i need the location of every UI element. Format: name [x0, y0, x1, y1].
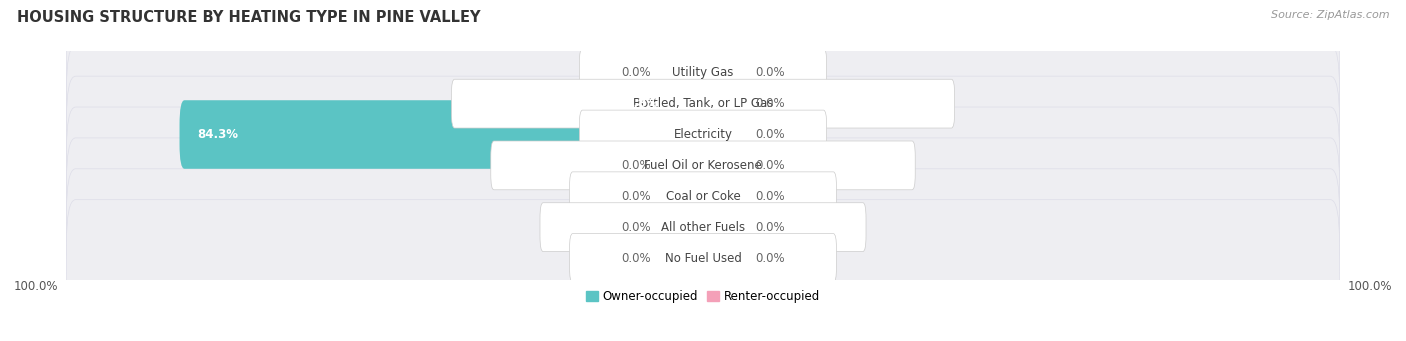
Text: 15.8%: 15.8% [619, 97, 659, 110]
Text: Utility Gas: Utility Gas [672, 66, 734, 79]
Text: No Fuel Used: No Fuel Used [665, 252, 741, 265]
Text: 0.0%: 0.0% [621, 66, 651, 79]
Text: 0.0%: 0.0% [621, 252, 651, 265]
Text: 0.0%: 0.0% [755, 128, 785, 141]
FancyBboxPatch shape [697, 39, 751, 107]
FancyBboxPatch shape [491, 141, 915, 190]
Text: 0.0%: 0.0% [755, 221, 785, 234]
FancyBboxPatch shape [66, 45, 1340, 162]
FancyBboxPatch shape [569, 234, 837, 282]
Text: Coal or Coke: Coal or Coke [665, 190, 741, 203]
FancyBboxPatch shape [697, 69, 751, 138]
FancyBboxPatch shape [66, 76, 1340, 193]
Text: Electricity: Electricity [673, 128, 733, 141]
Text: Bottled, Tank, or LP Gas: Bottled, Tank, or LP Gas [633, 97, 773, 110]
FancyBboxPatch shape [655, 162, 709, 231]
FancyBboxPatch shape [579, 48, 827, 97]
Legend: Owner-occupied, Renter-occupied: Owner-occupied, Renter-occupied [581, 285, 825, 308]
FancyBboxPatch shape [697, 162, 751, 231]
FancyBboxPatch shape [579, 110, 827, 159]
FancyBboxPatch shape [66, 138, 1340, 255]
FancyBboxPatch shape [697, 100, 751, 169]
Text: 0.0%: 0.0% [755, 97, 785, 110]
Text: Fuel Oil or Kerosene: Fuel Oil or Kerosene [644, 159, 762, 172]
FancyBboxPatch shape [655, 193, 709, 262]
FancyBboxPatch shape [451, 79, 955, 128]
FancyBboxPatch shape [66, 169, 1340, 285]
Text: 0.0%: 0.0% [755, 159, 785, 172]
Text: 0.0%: 0.0% [621, 190, 651, 203]
FancyBboxPatch shape [540, 203, 866, 252]
FancyBboxPatch shape [569, 172, 837, 221]
Text: All other Fuels: All other Fuels [661, 221, 745, 234]
Text: 0.0%: 0.0% [755, 252, 785, 265]
Text: 0.0%: 0.0% [621, 159, 651, 172]
Text: Source: ZipAtlas.com: Source: ZipAtlas.com [1271, 10, 1389, 20]
Text: HOUSING STRUCTURE BY HEATING TYPE IN PINE VALLEY: HOUSING STRUCTURE BY HEATING TYPE IN PIN… [17, 10, 481, 25]
FancyBboxPatch shape [655, 131, 709, 200]
FancyBboxPatch shape [655, 224, 709, 292]
FancyBboxPatch shape [600, 69, 709, 138]
Text: 84.3%: 84.3% [197, 128, 238, 141]
FancyBboxPatch shape [180, 100, 707, 169]
FancyBboxPatch shape [697, 193, 751, 262]
FancyBboxPatch shape [655, 39, 709, 107]
Text: 100.0%: 100.0% [14, 280, 59, 293]
Text: 0.0%: 0.0% [621, 221, 651, 234]
FancyBboxPatch shape [66, 14, 1340, 131]
Text: 0.0%: 0.0% [755, 66, 785, 79]
Text: 0.0%: 0.0% [755, 190, 785, 203]
FancyBboxPatch shape [66, 200, 1340, 316]
Text: 100.0%: 100.0% [1347, 280, 1392, 293]
FancyBboxPatch shape [697, 224, 751, 292]
FancyBboxPatch shape [697, 131, 751, 200]
FancyBboxPatch shape [66, 107, 1340, 224]
